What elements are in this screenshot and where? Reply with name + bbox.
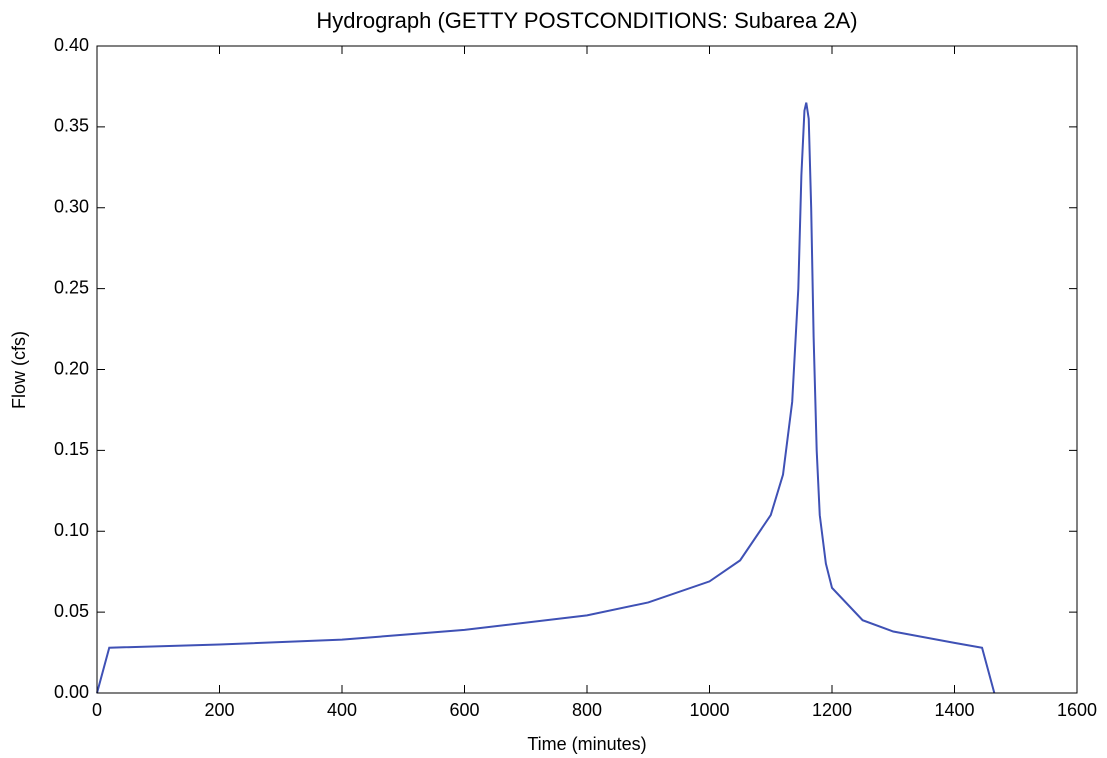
x-tick-label: 1600	[1057, 700, 1097, 720]
y-tick-label: 0.15	[54, 439, 89, 459]
y-tick-label: 0.05	[54, 601, 89, 621]
y-tick-label: 0.00	[54, 682, 89, 702]
x-tick-label: 0	[92, 700, 102, 720]
plot-frame	[96, 45, 1078, 694]
y-axis-label: Flow (cfs)	[9, 331, 29, 409]
y-tick-label: 0.40	[54, 35, 89, 55]
y-tick-label: 0.35	[54, 116, 89, 136]
line-series	[96, 102, 996, 694]
y-tick-label: 0.30	[54, 197, 89, 217]
x-tick-label: 800	[572, 700, 602, 720]
y-tick-label: 0.20	[54, 358, 89, 378]
x-tick-label: 1000	[689, 700, 729, 720]
x-tick-label: 200	[204, 700, 234, 720]
x-tick-label: 400	[327, 700, 357, 720]
y-tick-label: 0.10	[54, 520, 89, 540]
x-tick-label: 600	[449, 700, 479, 720]
chart-title: Hydrograph (GETTY POSTCONDITIONS: Subare…	[316, 8, 857, 33]
y-tick-label: 0.25	[54, 277, 89, 297]
x-tick-label: 1400	[934, 700, 974, 720]
x-tick-label: 1200	[812, 700, 852, 720]
x-axis-label: Time (minutes)	[527, 734, 646, 754]
